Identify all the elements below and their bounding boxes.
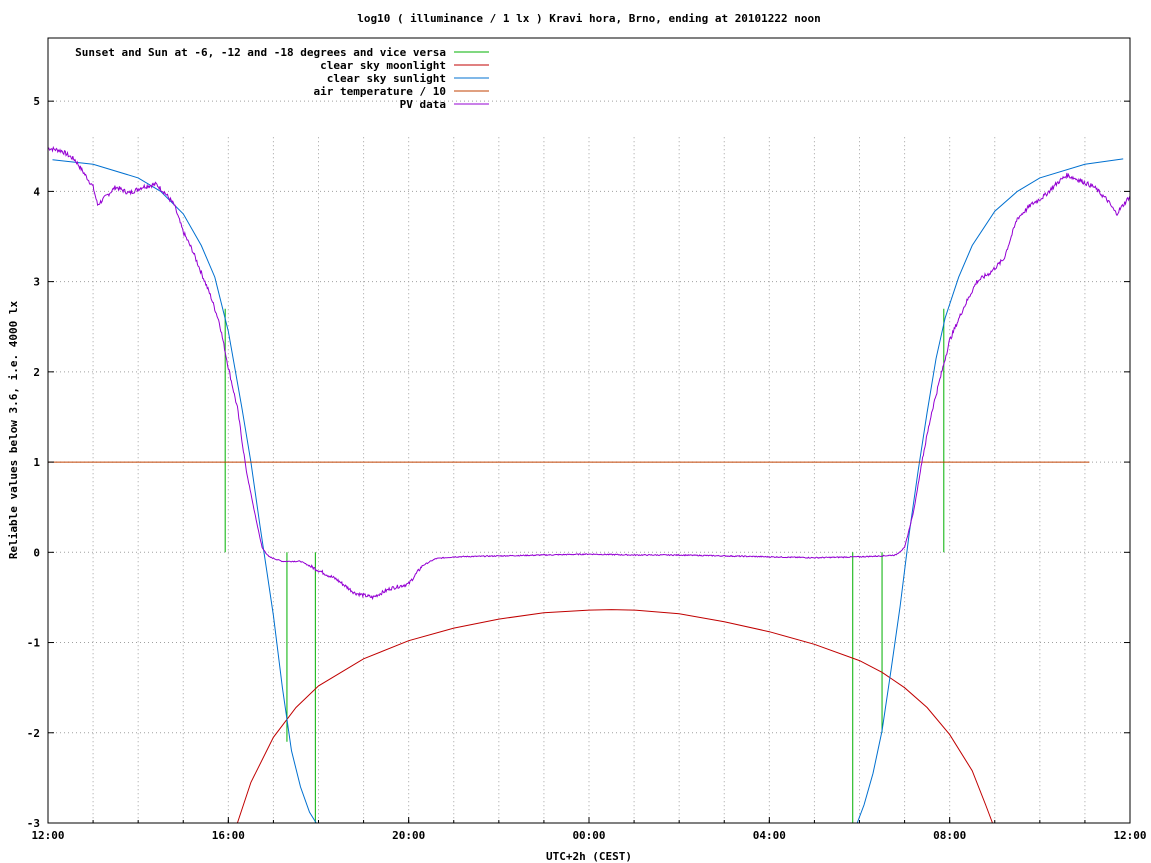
x-tick-label: 20:00 bbox=[392, 829, 425, 842]
ticks: 12:00 16:00 20:00 00:00 04:00 08:00 12:00-3-2-… bbox=[27, 95, 1147, 842]
legend-label: air temperature / 10 bbox=[314, 85, 446, 98]
x-tick-label: 12:00 bbox=[1113, 829, 1146, 842]
series-line-clear-sky-sunlight bbox=[856, 158, 1124, 824]
series-line-pv-data bbox=[47, 145, 1131, 601]
legend-label: clear sky moonlight bbox=[320, 59, 446, 72]
chart-title: log10 ( illuminance / 1 lx ) Kravi hora,… bbox=[357, 12, 821, 25]
y-tick-label: -2 bbox=[27, 727, 40, 740]
y-tick-label: 4 bbox=[33, 185, 40, 198]
y-tick-label: 1 bbox=[33, 456, 40, 469]
legend: Sunset and Sun at -6, -12 and -18 degree… bbox=[75, 46, 489, 111]
x-tick-label: 04:00 bbox=[753, 829, 786, 842]
y-tick-label: 0 bbox=[33, 546, 40, 559]
legend-label: clear sky sunlight bbox=[327, 72, 446, 85]
y-tick-label: 5 bbox=[33, 95, 40, 108]
y-tick-label: 2 bbox=[33, 366, 40, 379]
y-tick-label: 3 bbox=[33, 276, 40, 289]
x-axis-label: UTC+2h (CEST) bbox=[546, 850, 632, 863]
y-tick-label: -1 bbox=[27, 637, 41, 650]
x-tick-label: 00:00 bbox=[572, 829, 605, 842]
series-line-clear-sky-sunlight bbox=[52, 159, 317, 824]
series-layer bbox=[47, 145, 1131, 824]
series-line-clear-sky-moonlight bbox=[236, 609, 993, 824]
x-tick-label: 08:00 bbox=[933, 829, 966, 842]
legend-label: Sunset and Sun at -6, -12 and -18 degree… bbox=[75, 46, 446, 59]
y-tick-label: -3 bbox=[27, 817, 40, 830]
x-tick-label: 16:00 bbox=[212, 829, 245, 842]
y-axis-label: Reliable values below 3.6, i.e. 4000 lx bbox=[7, 300, 20, 559]
legend-label: PV data bbox=[400, 98, 446, 111]
x-tick-label: 12:00 bbox=[31, 829, 64, 842]
